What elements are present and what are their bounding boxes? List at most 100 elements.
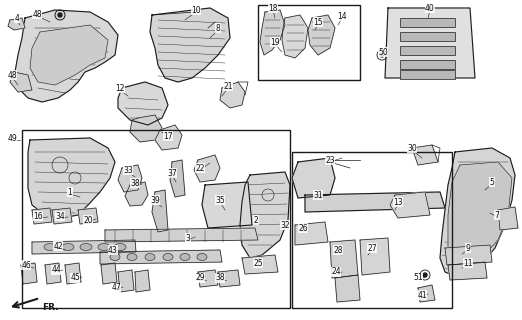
Text: 2: 2 — [254, 215, 258, 225]
Ellipse shape — [44, 244, 56, 251]
Polygon shape — [448, 262, 487, 280]
Polygon shape — [118, 82, 168, 125]
Text: 40: 40 — [425, 4, 435, 12]
Text: 19: 19 — [270, 37, 280, 46]
Polygon shape — [28, 138, 115, 218]
Text: 18: 18 — [268, 4, 278, 12]
Polygon shape — [21, 263, 37, 284]
Text: 34: 34 — [55, 212, 65, 220]
Polygon shape — [125, 182, 148, 206]
Polygon shape — [498, 207, 518, 230]
Polygon shape — [440, 148, 515, 278]
Polygon shape — [330, 240, 358, 278]
Polygon shape — [118, 165, 142, 192]
Polygon shape — [360, 238, 390, 275]
Text: 20: 20 — [83, 215, 93, 225]
Ellipse shape — [180, 253, 190, 260]
Text: 35: 35 — [215, 196, 225, 204]
Text: 50: 50 — [378, 47, 388, 57]
Ellipse shape — [197, 253, 207, 260]
Text: 30: 30 — [407, 143, 417, 153]
Polygon shape — [105, 228, 258, 242]
Text: 48: 48 — [32, 10, 42, 19]
Polygon shape — [30, 25, 108, 85]
Text: 24: 24 — [331, 268, 341, 276]
Polygon shape — [78, 208, 98, 224]
Text: 38: 38 — [215, 274, 225, 283]
Ellipse shape — [110, 253, 120, 260]
Text: 16: 16 — [33, 212, 43, 220]
Text: 44: 44 — [51, 266, 61, 275]
Text: 38: 38 — [130, 179, 140, 188]
Text: 31: 31 — [313, 190, 323, 199]
Bar — [258, 5, 360, 80]
Text: 21: 21 — [223, 82, 233, 91]
Polygon shape — [260, 10, 285, 55]
Ellipse shape — [145, 253, 155, 260]
Polygon shape — [15, 10, 118, 102]
Polygon shape — [242, 255, 278, 274]
Polygon shape — [308, 15, 335, 55]
Text: 22: 22 — [195, 164, 205, 172]
Text: 25: 25 — [253, 259, 263, 268]
Bar — [400, 46, 455, 55]
Text: 46: 46 — [21, 260, 31, 269]
Text: 32: 32 — [280, 220, 290, 229]
Polygon shape — [150, 8, 230, 82]
Circle shape — [380, 53, 384, 57]
Text: 42: 42 — [53, 242, 63, 251]
Ellipse shape — [127, 253, 137, 260]
Polygon shape — [335, 275, 360, 302]
Polygon shape — [65, 263, 81, 284]
Text: 45: 45 — [70, 274, 80, 283]
Polygon shape — [240, 172, 290, 258]
Text: 33: 33 — [123, 165, 133, 174]
Polygon shape — [445, 245, 492, 265]
Polygon shape — [194, 155, 220, 182]
Polygon shape — [385, 8, 475, 78]
Text: 28: 28 — [333, 245, 343, 254]
Text: 15: 15 — [313, 18, 323, 27]
Polygon shape — [10, 72, 32, 92]
Text: 37: 37 — [167, 169, 177, 178]
Text: 13: 13 — [393, 197, 403, 206]
Bar — [292, 152, 452, 308]
Text: FR.: FR. — [42, 303, 58, 313]
Polygon shape — [202, 182, 252, 228]
Polygon shape — [198, 270, 218, 287]
Text: 7: 7 — [494, 211, 500, 220]
Polygon shape — [152, 190, 168, 232]
Polygon shape — [32, 240, 136, 254]
Text: 23: 23 — [325, 156, 335, 164]
Ellipse shape — [80, 244, 92, 251]
Polygon shape — [418, 285, 435, 302]
Text: 8: 8 — [216, 23, 220, 33]
Ellipse shape — [163, 253, 173, 260]
Text: 27: 27 — [367, 244, 377, 252]
Polygon shape — [101, 263, 117, 284]
Polygon shape — [412, 145, 438, 165]
Polygon shape — [390, 192, 430, 218]
Ellipse shape — [62, 244, 74, 251]
Text: 41: 41 — [417, 291, 427, 300]
Polygon shape — [220, 82, 245, 108]
Ellipse shape — [98, 244, 110, 251]
Text: 10: 10 — [191, 5, 201, 14]
Polygon shape — [130, 115, 162, 142]
Polygon shape — [170, 160, 185, 197]
Bar — [400, 32, 455, 41]
Text: 26: 26 — [298, 223, 308, 233]
Text: 3: 3 — [185, 234, 191, 243]
Text: 48: 48 — [7, 70, 17, 79]
Circle shape — [58, 13, 62, 17]
Polygon shape — [45, 263, 61, 284]
Polygon shape — [292, 158, 335, 198]
Polygon shape — [448, 162, 512, 265]
Polygon shape — [218, 270, 240, 287]
Text: 39: 39 — [150, 196, 160, 204]
Ellipse shape — [114, 244, 126, 251]
Bar — [22, 130, 290, 308]
Text: 49: 49 — [7, 133, 17, 142]
Text: 4: 4 — [15, 13, 19, 22]
Text: 9: 9 — [466, 244, 470, 252]
